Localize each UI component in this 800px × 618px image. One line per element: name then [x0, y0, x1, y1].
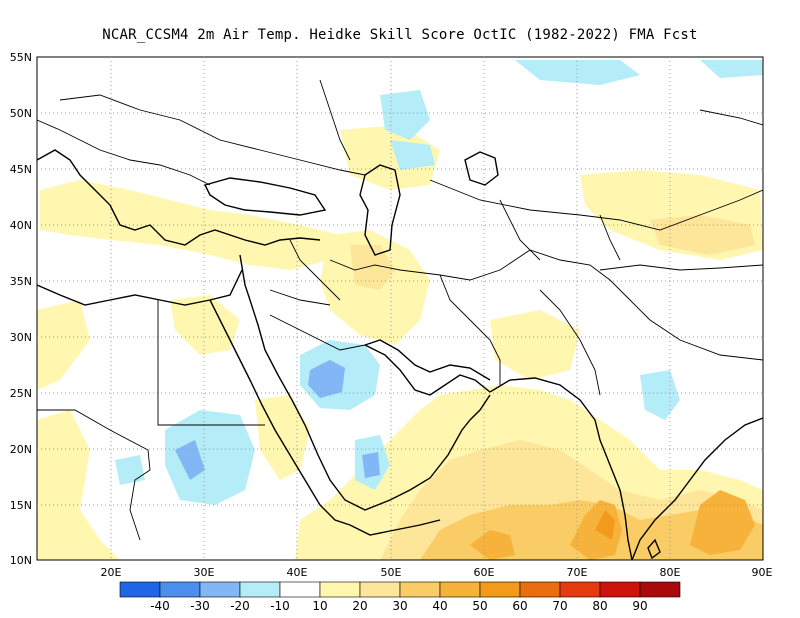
warm-core-arabian	[470, 530, 515, 560]
lon-label: 20E	[101, 566, 122, 579]
colorbar-swatch	[479, 581, 521, 598]
colorbar-swatch	[279, 581, 321, 598]
lat-label: 30N	[10, 331, 32, 344]
colorbar-label: -40	[150, 599, 170, 613]
cool-afr-w	[115, 455, 145, 485]
warm-black-sea	[340, 125, 440, 190]
lat-label: 55N	[10, 51, 32, 64]
lat-label: 35N	[10, 275, 32, 288]
map-frame	[36, 56, 764, 561]
cool-caspian	[380, 90, 430, 140]
cool-kazakh	[390, 140, 435, 170]
colorbar-label: -20	[230, 599, 250, 613]
colorbar-label: 30	[392, 599, 407, 613]
colorbar-swatch	[319, 581, 361, 598]
lat-label: 40N	[10, 219, 32, 232]
colorbar-swatch	[559, 581, 601, 598]
warm-afghan	[490, 310, 580, 380]
lat-label: 25N	[10, 387, 32, 400]
colorbar-swatch	[359, 581, 401, 598]
colorbar-swatch	[119, 581, 161, 598]
colorbar-label: 80	[592, 599, 607, 613]
cool-arabia-core	[308, 360, 345, 398]
colorbar-swatch	[239, 581, 281, 598]
lat-label: 50N	[10, 107, 32, 120]
lon-label: 80E	[660, 566, 681, 579]
warm-core-dark	[595, 510, 615, 540]
colorbar-label: 50	[472, 599, 487, 613]
warm-central-asia-core	[650, 215, 755, 255]
colorbar-swatch	[639, 581, 681, 598]
warm-iran-core	[350, 245, 395, 290]
map-title: NCAR_CCSM4 2m Air Temp. Heidke Skill Sco…	[102, 27, 698, 43]
colorbar-swatch	[599, 581, 641, 598]
colorbar-label: 60	[512, 599, 527, 613]
warm-africa-sw	[37, 410, 120, 560]
lon-label: 60E	[474, 566, 495, 579]
colorbar-swatch	[439, 581, 481, 598]
cool-india-north	[640, 370, 680, 420]
colorbar-label: 70	[552, 599, 567, 613]
cool-north	[515, 60, 640, 85]
warm-redsea	[255, 395, 310, 480]
colorbar-swatch	[199, 581, 241, 598]
colorbar-swatch	[519, 581, 561, 598]
lon-label: 40E	[287, 566, 308, 579]
lat-label: 20N	[10, 443, 32, 456]
cool-sudan	[165, 410, 255, 505]
colorbar-label: 90	[632, 599, 647, 613]
lat-label: 10N	[10, 554, 32, 567]
lat-label: 15N	[10, 499, 32, 512]
warm-egypt	[170, 295, 240, 355]
lon-label: 90E	[752, 566, 773, 579]
colorbar-label: 10	[312, 599, 327, 613]
warm-core-bay	[690, 490, 755, 555]
cool-yemen-core	[362, 452, 380, 478]
cool-north-east	[700, 60, 763, 78]
shading-layer	[37, 60, 763, 560]
colorbar-swatch	[399, 581, 441, 598]
colorbar-label: 20	[352, 599, 367, 613]
lon-label: 50E	[381, 566, 402, 579]
lat-label: 45N	[10, 163, 32, 176]
borders	[36, 79, 764, 541]
warm-africa-west	[37, 300, 90, 390]
colorbar-label: -10	[270, 599, 290, 613]
lon-label: 30E	[194, 566, 215, 579]
colorbar-swatch	[159, 581, 201, 598]
coastlines	[36, 149, 764, 561]
colorbar-label: 40	[432, 599, 447, 613]
lon-labels: 20E 30E 40E 50E 60E 70E 80E 90E	[101, 566, 773, 579]
colorbar: -40 -30 -20 -10 10 20 30 40 50 60 70 80 …	[119, 581, 681, 613]
colorbar-label: -30	[190, 599, 210, 613]
lon-label: 70E	[567, 566, 588, 579]
lat-labels: 55N 50N 45N 40N 35N 30N 25N 20N 15N 10N	[10, 51, 32, 567]
cool-sudan-core	[175, 440, 205, 480]
